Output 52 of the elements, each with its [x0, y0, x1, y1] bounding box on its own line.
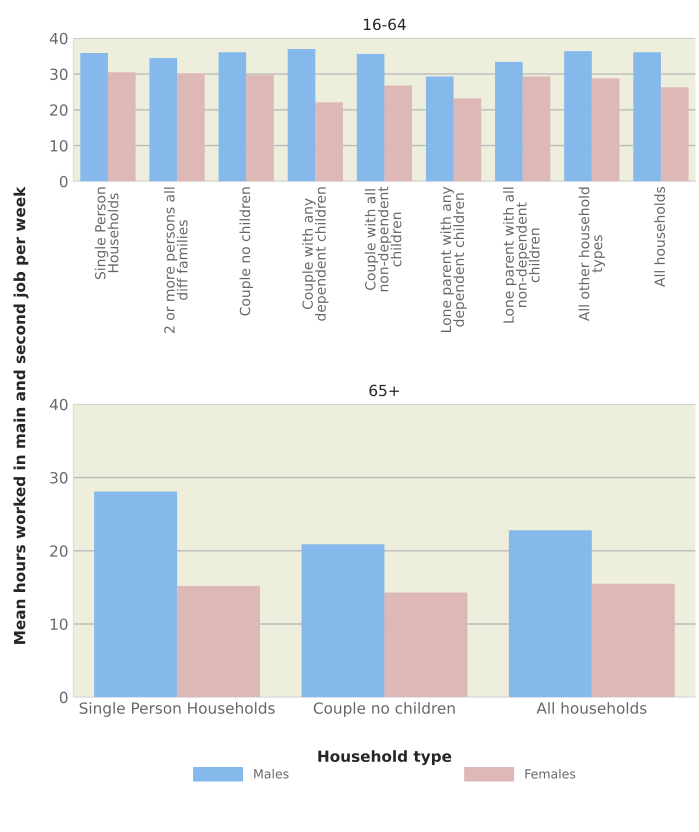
y-tick-label: 10	[50, 618, 68, 630]
x-tick-label: Couple no children	[314, 702, 455, 717]
bar	[384, 85, 412, 182]
y-axis-title: Mean hours worked in main and second job per week	[14, 186, 28, 644]
bar	[564, 51, 592, 182]
y-tick-label: 40	[50, 32, 68, 44]
y-tick-label: 30	[50, 472, 68, 484]
legend-label: Males	[254, 768, 289, 779]
x-tick-label: All households	[536, 702, 646, 714]
x-tick-label: Couple no children	[239, 187, 253, 316]
y-tick-label: 40	[50, 398, 68, 410]
y-tick-label: 0	[60, 176, 68, 188]
legend-label: Females	[525, 768, 576, 779]
x-tick-label: Couple with any dependent children	[302, 187, 329, 321]
bar	[660, 87, 689, 182]
x-axis-title: Household type	[318, 750, 452, 766]
bar	[592, 584, 675, 698]
bar	[356, 54, 384, 182]
x-tick-label: All households	[654, 186, 665, 287]
y-tick-label: 20	[50, 104, 68, 116]
bar	[592, 78, 620, 182]
bar	[633, 52, 661, 182]
x-tick-label: Couple with all non-dependent children	[364, 186, 402, 292]
bar	[177, 73, 205, 182]
y-tick-label: 30	[50, 68, 68, 80]
bar	[288, 49, 316, 182]
x-tick-label: Lone parent with all non-dependent children	[503, 188, 540, 323]
bar	[177, 586, 260, 698]
x-tick-label: All other household types	[578, 188, 605, 322]
chart-title: 16-64	[364, 18, 406, 30]
bar	[454, 98, 482, 182]
bar	[302, 544, 384, 698]
bar	[246, 75, 274, 182]
bar	[495, 62, 523, 182]
x-tick-label: Single Person Households	[94, 187, 118, 280]
chart-title: 65+	[369, 384, 399, 396]
bar	[218, 52, 246, 182]
x-tick-label: 2 or more persons all diff families	[164, 188, 188, 333]
bar	[426, 76, 454, 182]
x-tick-label: Single Person Households	[80, 702, 275, 717]
y-tick-label: 0	[60, 692, 68, 704]
bar	[80, 52, 108, 182]
bar	[149, 58, 178, 182]
bar	[508, 530, 592, 698]
y-tick-label: 10	[50, 140, 68, 152]
bar	[522, 76, 550, 182]
y-tick-label: 20	[50, 545, 68, 557]
bar	[94, 491, 178, 698]
x-tick-label: Lone parent with any dependent children	[440, 186, 467, 332]
bar	[108, 72, 136, 182]
bar	[315, 102, 343, 182]
bar	[384, 592, 468, 698]
